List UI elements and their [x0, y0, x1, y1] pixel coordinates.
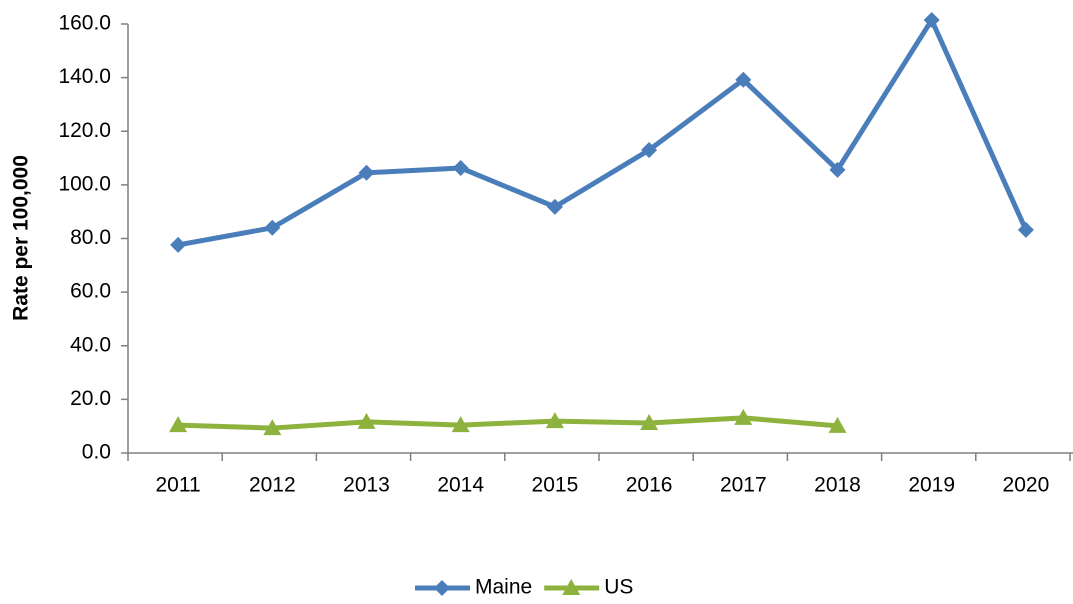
x-tick-label: 2012	[249, 474, 296, 497]
data-point	[734, 408, 753, 425]
data-point	[263, 419, 282, 436]
x-tick-label: 2015	[532, 474, 579, 497]
data-point	[545, 412, 564, 429]
series-line	[178, 415, 838, 431]
x-tick-label: 2019	[908, 474, 955, 497]
legend-label: US	[604, 576, 633, 599]
data-point	[357, 412, 376, 429]
y-tick-label: 140.0	[58, 65, 111, 88]
data-point	[1017, 221, 1034, 238]
legend-marker	[562, 579, 581, 595]
x-tick-label: 2020	[1003, 474, 1050, 497]
data-point	[641, 142, 658, 159]
data-point	[358, 164, 375, 181]
legend-label: Maine	[475, 576, 532, 599]
y-axis-title: Rate per 100,000	[10, 155, 33, 321]
data-point	[828, 416, 847, 433]
data-point	[169, 416, 188, 433]
y-tick-label: 160.0	[58, 12, 111, 35]
y-tick-label: 20.0	[70, 387, 111, 410]
data-point	[170, 236, 187, 253]
y-tick-label: 120.0	[58, 119, 111, 142]
data-point	[451, 416, 470, 433]
data-point	[640, 413, 659, 430]
data-point	[452, 159, 469, 176]
x-tick-label: 2017	[720, 474, 767, 497]
x-tick-label: 2011	[156, 474, 201, 497]
y-tick-label: 100.0	[58, 172, 111, 195]
data-point	[546, 198, 563, 215]
x-tick-label: 2018	[814, 474, 861, 497]
x-tick-label: 2016	[626, 474, 673, 497]
y-tick-label: 0.0	[82, 441, 111, 464]
series-line	[177, 17, 1029, 248]
y-tick-label: 40.0	[70, 333, 111, 356]
x-tick-label: 2014	[437, 474, 484, 497]
data-point	[264, 219, 281, 236]
legend-marker	[434, 580, 450, 596]
x-tick-label: 2013	[343, 474, 390, 497]
y-tick-label: 80.0	[70, 226, 111, 249]
data-point	[735, 71, 752, 88]
data-point	[829, 161, 846, 178]
data-point	[923, 11, 940, 28]
y-tick-label: 60.0	[70, 280, 111, 303]
